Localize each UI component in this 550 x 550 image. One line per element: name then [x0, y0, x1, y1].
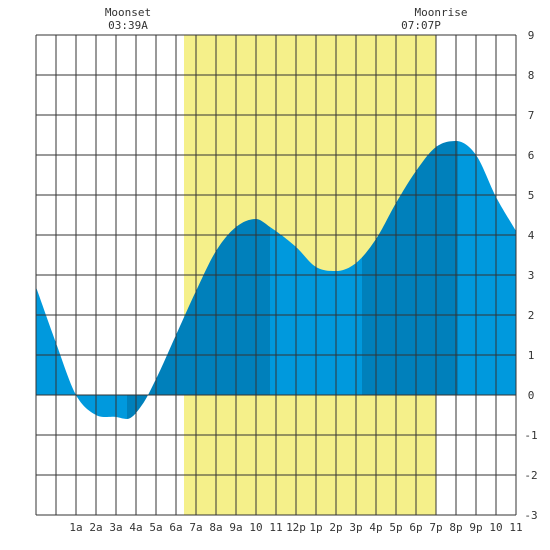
moonrise-time: 07:07P	[401, 19, 441, 32]
tide-segment	[127, 219, 270, 419]
x-tick-label: 10	[489, 521, 502, 534]
y-tick-label: 3	[528, 269, 535, 282]
x-tick-label: 9a	[229, 521, 242, 534]
x-tick-label: 11	[509, 521, 522, 534]
x-tick-label: 10	[249, 521, 262, 534]
tide-segment	[36, 287, 127, 419]
y-tick-label: -1	[524, 429, 537, 442]
x-tick-label: 9p	[469, 521, 482, 534]
x-tick-label: 7p	[429, 521, 442, 534]
y-tick-labels: -3 -2 -1 0 1 2 3 4 5 6 7 8 9	[524, 29, 537, 522]
y-tick-label: -2	[524, 469, 537, 482]
x-tick-label: 1p	[309, 521, 322, 534]
x-tick-label: 8p	[449, 521, 462, 534]
x-tick-label: 3a	[109, 521, 122, 534]
x-tick-label: 12p	[286, 521, 306, 534]
x-tick-label: 7a	[189, 521, 202, 534]
x-tick-label: 11	[269, 521, 282, 534]
moonrise-label: Moonrise	[415, 6, 468, 19]
x-tick-labels: 1a 2a 3a 4a 5a 6a 7a 8a 9a 10 11 12p 1p 2p 3p 4p 5p 6p 7p 8…	[69, 521, 522, 534]
x-tick-label: 2a	[89, 521, 102, 534]
y-tick-label: 7	[528, 109, 535, 122]
x-tick-label: 2p	[329, 521, 342, 534]
x-tick-label: 5p	[389, 521, 402, 534]
moonset-time: 03:39A	[108, 19, 148, 32]
tide-segment	[458, 141, 516, 395]
y-tick-label: -3	[524, 509, 537, 522]
grid-layer	[35, 34, 517, 516]
y-tick-label: 4	[528, 229, 535, 242]
y-tick-label: 2	[528, 309, 535, 322]
x-tick-label: 6p	[409, 521, 422, 534]
y-tick-label: 9	[528, 29, 535, 42]
x-tick-label: 5a	[149, 521, 162, 534]
y-tick-label: 1	[528, 349, 535, 362]
y-tick-label: 8	[528, 69, 535, 82]
x-tick-label: 1a	[69, 521, 82, 534]
y-tick-label: 5	[528, 189, 535, 202]
y-tick-label: 6	[528, 149, 535, 162]
x-tick-label: 6a	[169, 521, 182, 534]
moonset-label: Moonset	[105, 6, 151, 19]
x-tick-label: 4p	[369, 521, 382, 534]
x-tick-label: 3p	[349, 521, 362, 534]
tide-area-layer	[36, 141, 516, 419]
y-tick-label: 0	[528, 389, 535, 402]
x-tick-label: 8a	[209, 521, 222, 534]
x-tick-label: 4a	[129, 521, 142, 534]
tide-segment	[362, 141, 458, 395]
